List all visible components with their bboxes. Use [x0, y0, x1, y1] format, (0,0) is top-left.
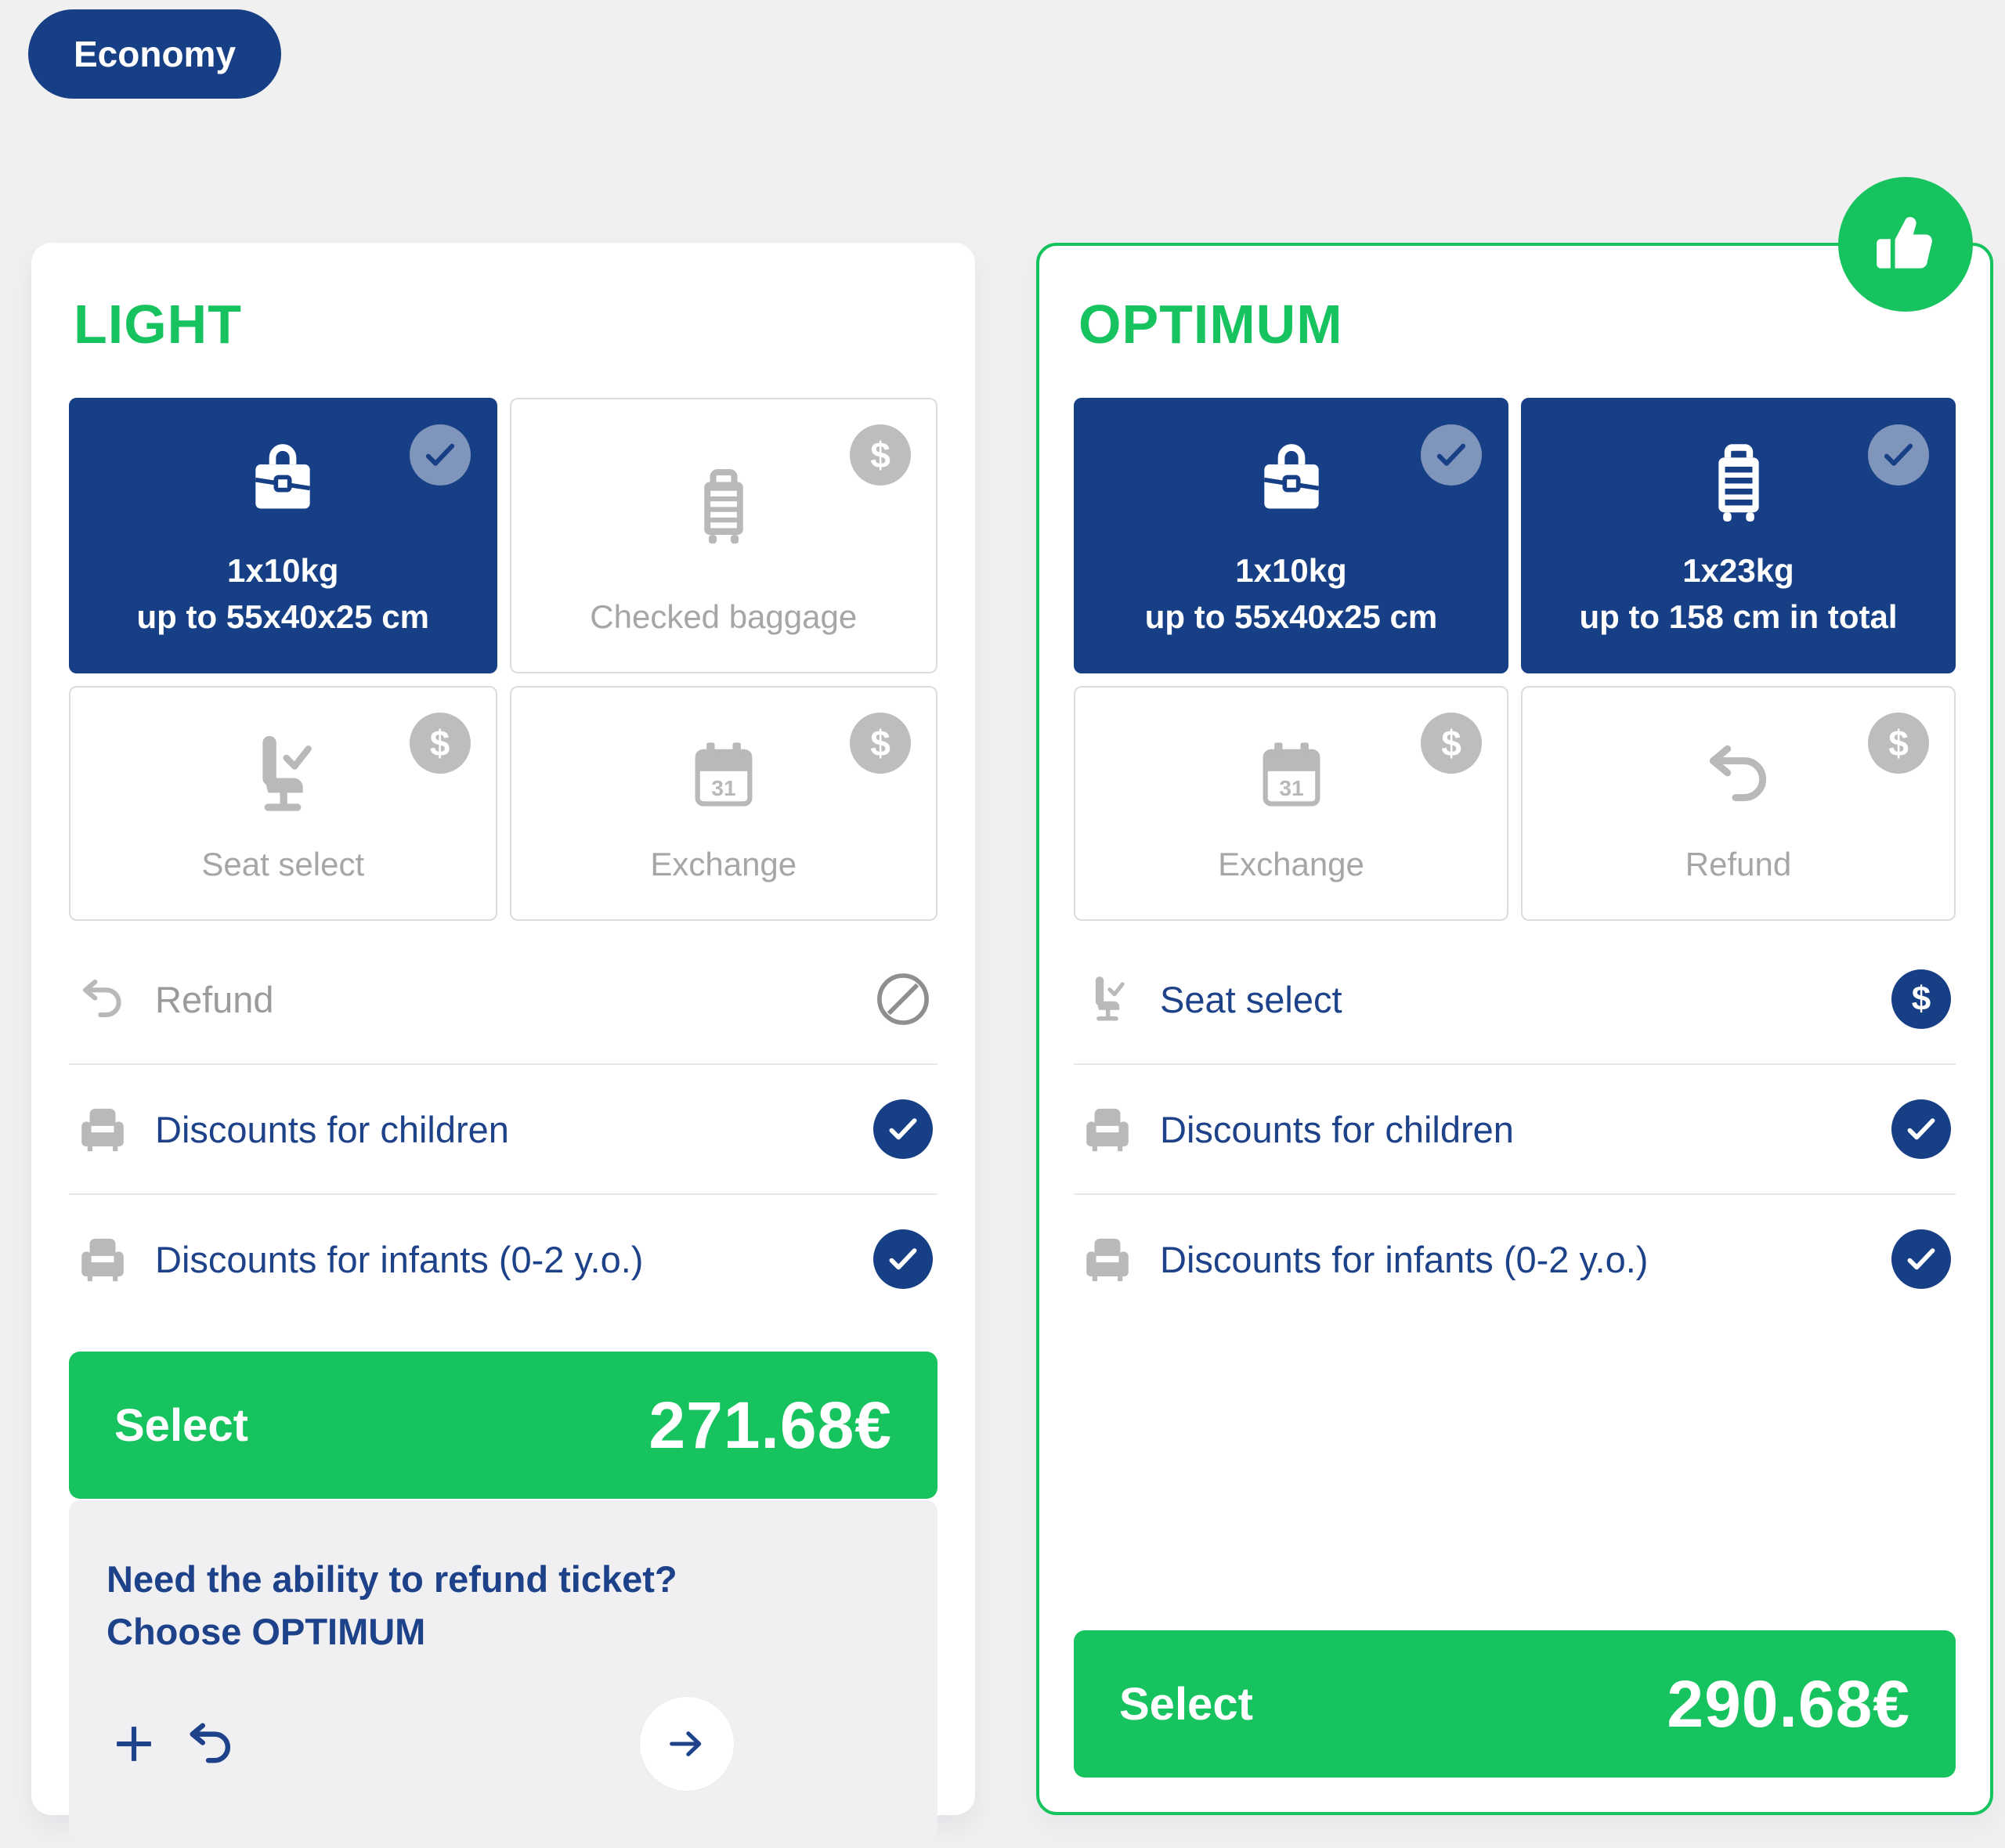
- arrow-right-icon: [664, 1721, 710, 1767]
- seat-select-icon: [239, 688, 327, 841]
- select-button-optimum[interactable]: Select 290.68€: [1074, 1630, 1956, 1778]
- feature-row-discounts-children: Discounts for children: [69, 1063, 937, 1193]
- calendar-icon: 31: [1252, 688, 1331, 841]
- feature-row-seat-select: Seat select $: [1074, 935, 1956, 1063]
- included-check-badge: [873, 1099, 933, 1159]
- paid-dollar-badge: $: [1891, 969, 1951, 1029]
- feature-tiles-light: 1x10kg up to 55x40x25 cm Checked baggage…: [69, 398, 937, 921]
- hand-baggage-icon: [1251, 399, 1332, 547]
- tile-caption: 1x10kg up to 55x40x25 cm: [1144, 551, 1438, 636]
- refund-icon: [1700, 688, 1777, 841]
- feature-label: Refund: [155, 978, 274, 1020]
- fare-price-optimum: 290.68€: [1667, 1666, 1910, 1741]
- seat-select-icon: [1078, 970, 1136, 1028]
- armchair-icon: [1078, 1100, 1136, 1158]
- feature-label: Seat select: [1160, 978, 1342, 1020]
- paid-dollar-badge: $: [850, 424, 911, 485]
- included-check-badge: [1868, 424, 1929, 485]
- feature-tiles-optimum: 1x10kg up to 55x40x25 cm 1x23kg up to 15…: [1074, 398, 1956, 921]
- fare-card-optimum: OPTIMUM 1x10kg up to 55x40x25 cm 1x23kg …: [1036, 177, 1993, 1815]
- checked-baggage-icon: [1695, 399, 1783, 547]
- tile-hand-baggage: 1x10kg up to 55x40x25 cm: [1074, 398, 1508, 673]
- tile-checked-baggage: Checked baggage $: [509, 398, 937, 673]
- tile-caption: Exchange: [1218, 846, 1364, 883]
- plus-icon: [107, 1716, 161, 1771]
- tile-caption: Checked baggage: [590, 598, 858, 636]
- refund-icon: [74, 970, 132, 1028]
- armchair-icon: [1078, 1230, 1136, 1288]
- tile-exchange: 31 Exchange $: [1074, 686, 1508, 921]
- fare-title-light: LIGHT: [74, 294, 242, 355]
- feature-list-optimum: Seat select $ Discounts for children: [1074, 935, 1956, 1323]
- feature-list-light: Refund Discounts for children Disc: [69, 935, 937, 1323]
- feature-label: Discounts for children: [1160, 1108, 1514, 1150]
- tile-exchange: 31 Exchange $: [509, 686, 937, 921]
- select-button-light[interactable]: Select 271.68€: [69, 1352, 937, 1499]
- calendar-icon: 31: [685, 688, 763, 841]
- feature-label: Discounts for infants (0-2 y.o.): [155, 1238, 644, 1280]
- tile-seat-select: Seat select $: [69, 686, 497, 921]
- upsell-panel: Need the ability to refund ticket? Choos…: [69, 1500, 937, 1842]
- tile-caption: 1x23kg up to 158 cm in total: [1579, 551, 1898, 636]
- armchair-icon: [74, 1230, 132, 1288]
- svg-text:31: 31: [1279, 776, 1303, 800]
- tile-caption: Refund: [1685, 846, 1792, 883]
- included-check-badge: [1421, 424, 1482, 485]
- included-check-badge: [409, 424, 471, 485]
- feature-row-discounts-infants: Discounts for infants (0-2 y.o.): [1074, 1193, 1956, 1323]
- paid-dollar-badge: $: [1868, 713, 1929, 774]
- fare-card-light: LIGHT 1x10kg up to 55x40x25 cm Checked b…: [31, 243, 975, 1842]
- tile-refund: Refund $: [1521, 686, 1956, 921]
- svg-text:31: 31: [711, 776, 735, 800]
- feature-row-refund: Refund: [69, 935, 937, 1063]
- paid-dollar-badge: $: [409, 713, 471, 774]
- recommended-badge: [1838, 177, 1973, 312]
- feature-row-discounts-children: Discounts for children: [1074, 1063, 1956, 1193]
- checked-baggage-icon: [681, 399, 766, 594]
- paid-dollar-badge: $: [850, 713, 911, 774]
- feature-row-discounts-infants: Discounts for infants (0-2 y.o.): [69, 1193, 937, 1323]
- not-available-icon: [873, 969, 933, 1029]
- feature-label: Discounts for infants (0-2 y.o.): [1160, 1238, 1649, 1280]
- feature-label: Discounts for children: [155, 1108, 509, 1150]
- included-check-badge: [1891, 1099, 1951, 1159]
- armchair-icon: [74, 1100, 132, 1158]
- tile-caption: 1x10kg up to 55x40x25 cm: [136, 551, 430, 636]
- upsell-text-line2: Choose OPTIMUM: [107, 1610, 426, 1652]
- tile-caption: Seat select: [201, 846, 365, 883]
- paid-dollar-badge: $: [1421, 713, 1482, 774]
- upsell-text-line1: Need the ability to refund ticket?: [107, 1558, 677, 1600]
- go-to-optimum-button[interactable]: [640, 1697, 734, 1792]
- included-check-badge: [873, 1229, 933, 1289]
- fare-price-light: 271.68€: [648, 1388, 892, 1462]
- select-button-label: Select: [114, 1399, 248, 1451]
- included-check-badge: [1891, 1229, 1951, 1289]
- tile-checked-baggage: 1x23kg up to 158 cm in total: [1521, 398, 1956, 673]
- refund-icon: [183, 1716, 238, 1771]
- hand-baggage-icon: [242, 399, 323, 547]
- select-button-label: Select: [1119, 1678, 1253, 1730]
- thumbs-up-icon: [1870, 208, 1942, 280]
- fare-title-optimum: OPTIMUM: [1078, 294, 1343, 355]
- tile-hand-baggage: 1x10kg up to 55x40x25 cm: [69, 398, 497, 673]
- tile-caption: Exchange: [650, 846, 797, 883]
- cabin-class-badge[interactable]: Economy: [28, 9, 282, 99]
